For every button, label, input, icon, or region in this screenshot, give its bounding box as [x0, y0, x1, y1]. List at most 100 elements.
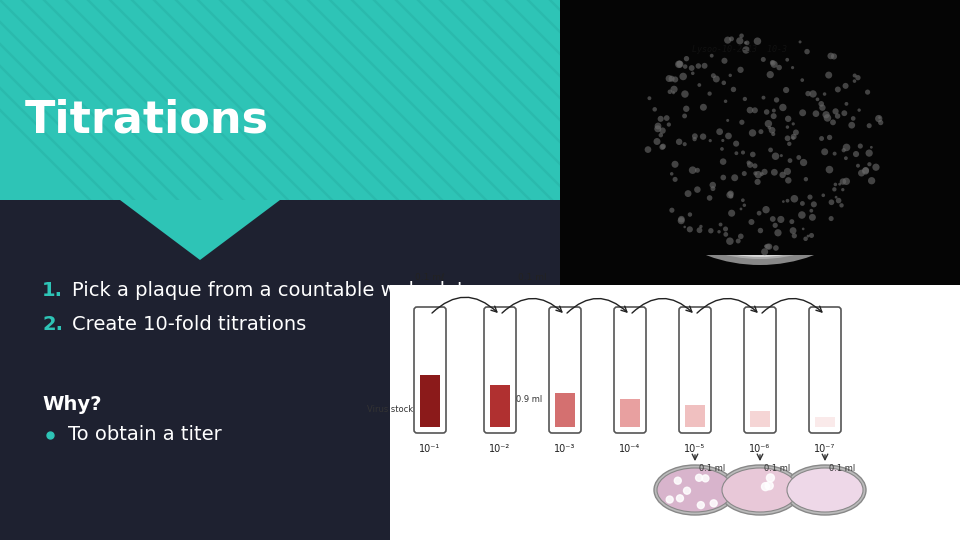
Circle shape	[674, 477, 682, 484]
Point	[715, 136, 731, 145]
Point	[780, 56, 795, 64]
Bar	[390, 285, 960, 540]
Point	[770, 228, 785, 237]
Point	[727, 173, 742, 182]
Point	[722, 237, 737, 246]
Point	[860, 88, 876, 97]
Point	[801, 232, 816, 240]
Point	[653, 131, 668, 139]
Point	[733, 232, 749, 241]
Point	[764, 58, 780, 67]
Point	[759, 107, 775, 116]
Point	[683, 210, 698, 219]
Point	[762, 70, 778, 79]
Point	[779, 86, 794, 94]
Text: Virus stock: Virus stock	[367, 406, 413, 415]
Point	[822, 133, 837, 142]
Point	[780, 197, 795, 205]
Point	[827, 185, 842, 194]
Point	[792, 38, 807, 46]
Circle shape	[702, 475, 708, 482]
Point	[667, 175, 683, 184]
Point	[832, 180, 848, 188]
Ellipse shape	[719, 465, 801, 515]
Point	[761, 242, 777, 251]
FancyBboxPatch shape	[679, 307, 711, 433]
Point	[712, 127, 728, 136]
FancyBboxPatch shape	[744, 307, 776, 433]
Point	[667, 75, 683, 84]
Point	[695, 132, 710, 141]
Point	[731, 237, 746, 245]
Point	[739, 38, 755, 47]
Point	[806, 200, 822, 208]
Point	[785, 134, 801, 143]
Point	[814, 134, 829, 143]
Point	[844, 121, 859, 130]
Point	[804, 206, 819, 215]
Point	[689, 185, 705, 194]
Point	[838, 82, 853, 90]
Point	[786, 194, 802, 203]
Text: To obtain a titer: To obtain a titer	[68, 426, 222, 444]
Point	[757, 247, 773, 256]
Bar	[0, 0, 560, 200]
Point	[755, 170, 770, 178]
Point	[805, 90, 821, 98]
Point	[861, 122, 876, 130]
Point	[756, 55, 771, 64]
Point	[751, 170, 766, 179]
Point	[655, 126, 670, 135]
Circle shape	[765, 482, 773, 490]
Point	[677, 222, 692, 231]
Point	[650, 122, 665, 130]
Text: 0.1 ml: 0.1 ml	[699, 464, 725, 473]
Point	[795, 199, 810, 208]
Point	[819, 110, 834, 119]
Point	[872, 113, 887, 122]
Point	[726, 85, 741, 94]
Point	[780, 114, 796, 123]
Point	[736, 201, 752, 210]
Point	[667, 160, 683, 168]
Point	[846, 114, 861, 123]
Point	[747, 106, 762, 114]
Point	[703, 136, 718, 145]
Point	[862, 160, 877, 168]
Point	[871, 114, 886, 123]
FancyBboxPatch shape	[414, 307, 446, 433]
Point	[736, 169, 752, 178]
Point	[847, 71, 862, 80]
Point	[772, 63, 787, 72]
Point	[718, 97, 733, 106]
Ellipse shape	[623, 21, 897, 265]
Text: 0.1 ml: 0.1 ml	[518, 273, 547, 282]
Point	[786, 232, 802, 240]
Point	[828, 193, 844, 201]
Point	[677, 90, 692, 98]
Point	[756, 93, 771, 102]
Point	[868, 163, 883, 172]
Point	[718, 225, 733, 233]
Text: 10⁻³: 10⁻³	[554, 444, 576, 454]
Point	[734, 118, 750, 126]
Point	[724, 35, 739, 43]
Bar	[420, 375, 440, 427]
Point	[705, 181, 720, 190]
Point	[858, 167, 874, 176]
Point	[679, 55, 694, 63]
Point	[724, 192, 739, 201]
Point	[773, 215, 788, 224]
Ellipse shape	[654, 465, 736, 515]
Point	[774, 151, 789, 160]
Point	[708, 75, 724, 83]
Point	[760, 242, 776, 251]
Point	[687, 132, 703, 140]
Point	[733, 31, 749, 40]
Point	[795, 109, 810, 117]
Point	[765, 58, 780, 67]
Point	[826, 118, 841, 127]
Point	[677, 112, 692, 120]
Point	[798, 175, 813, 184]
Point	[733, 205, 749, 213]
